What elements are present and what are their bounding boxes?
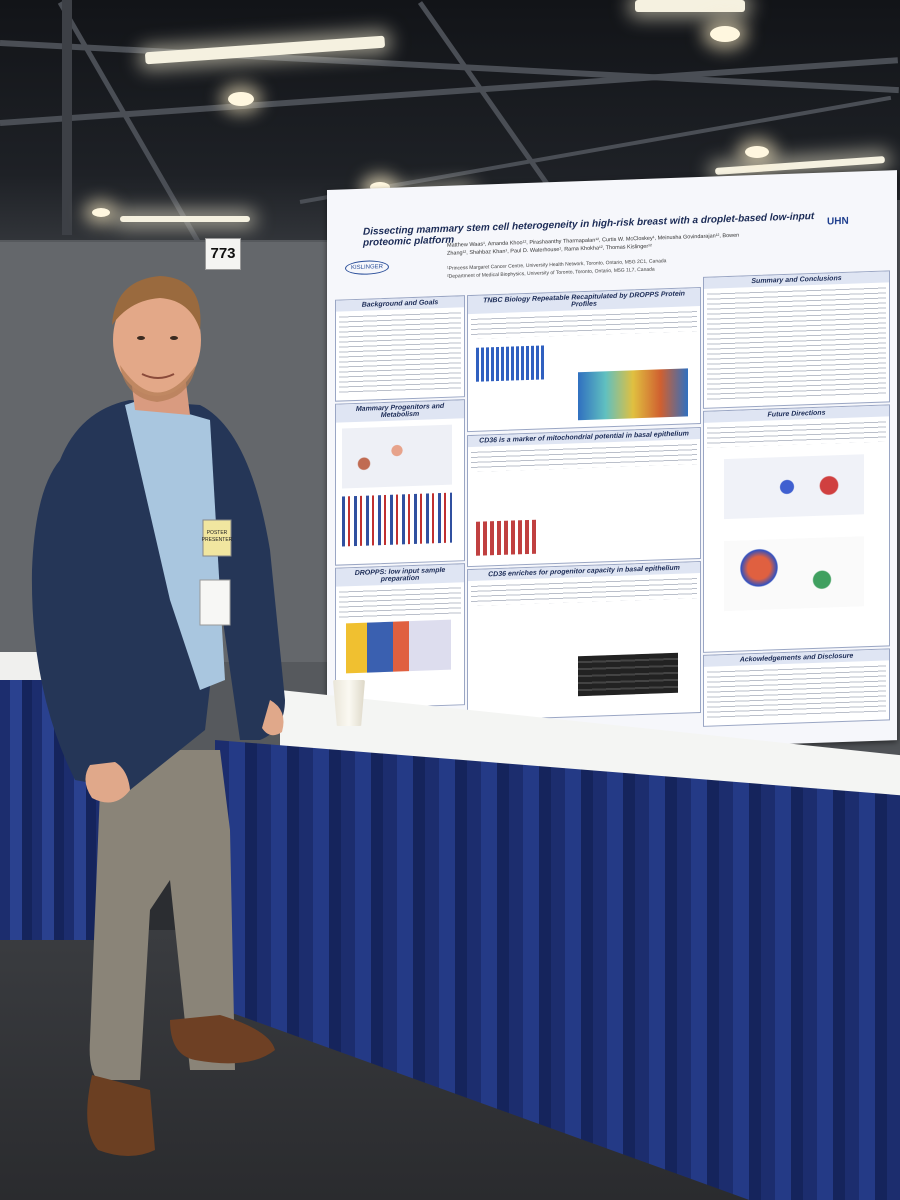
presenter-person: POSTER PRESENTER (31, 276, 286, 1156)
spotlight (228, 92, 254, 106)
section-future: Future Directions (703, 404, 890, 653)
table-figure (578, 652, 678, 697)
beard (120, 365, 196, 402)
section-tnbc: TNBC Biology Repeatable Recapitulated by… (467, 286, 701, 433)
lineage-diagram (342, 424, 452, 489)
paper-cup (333, 680, 365, 726)
left-eye (137, 336, 145, 340)
booth-number-sign: 773 (205, 238, 241, 270)
jacket (31, 400, 286, 790)
spotlight (710, 26, 740, 42)
uhn-logo: UHN (827, 215, 849, 228)
presenter-badge (202, 519, 232, 557)
section-text (339, 585, 461, 620)
diagram-figure (724, 454, 864, 520)
section-acknowledgements: Ackowledgements and Disclosure (703, 648, 890, 727)
ceiling-light (635, 0, 745, 12)
face (113, 284, 201, 396)
hair (112, 276, 201, 330)
section-summary: Summary and Conclusions (703, 270, 890, 409)
section-cd36-mitochondrial: CD36 is a marker of mitochondrial potent… (467, 426, 701, 568)
bar-figure (342, 492, 452, 547)
spotlight (370, 182, 390, 192)
badge-line-2: PRESENTER (202, 537, 233, 543)
right-eye (170, 336, 178, 340)
section-heading: Background and Goals (336, 296, 464, 312)
right-shoe (170, 1015, 275, 1064)
section-heading: Mammary Progenitors and Metabolism (336, 400, 464, 423)
lab-logo: KISLINGER (345, 259, 390, 276)
section-text (471, 576, 697, 606)
smile (141, 373, 175, 379)
section-text (707, 285, 886, 402)
section-text (339, 310, 461, 395)
section-heading: DROPPS: low input sample preparation (336, 564, 464, 587)
section-cd36-progenitor: CD36 enriches for progenitor capacity in… (467, 560, 701, 722)
ceiling-light (120, 216, 250, 222)
section-background: Background and Goals (335, 295, 465, 402)
left-hand (262, 700, 284, 736)
section-text (707, 419, 886, 448)
left-shoe (87, 1075, 155, 1156)
section-text (707, 663, 886, 720)
spotlight (92, 208, 110, 217)
name-tag (199, 579, 231, 626)
section-text (471, 442, 697, 472)
heatmap-figure (578, 368, 688, 421)
section-text (471, 309, 697, 339)
bar-figure (476, 519, 536, 556)
spotlight (745, 146, 769, 158)
workflow-figure (346, 619, 451, 674)
right-hand (85, 762, 130, 803)
badge-line-1: POSTER (207, 530, 228, 536)
umap-figure (724, 536, 864, 612)
research-poster: Dissecting mammary stem cell heterogenei… (327, 170, 897, 760)
ceiling-truss (57, 1, 213, 264)
bar-figure (476, 345, 546, 382)
support-column (62, 0, 72, 235)
trousers (89, 750, 236, 1080)
section-mammary-progenitors: Mammary Progenitors and Metabolism (335, 399, 465, 566)
